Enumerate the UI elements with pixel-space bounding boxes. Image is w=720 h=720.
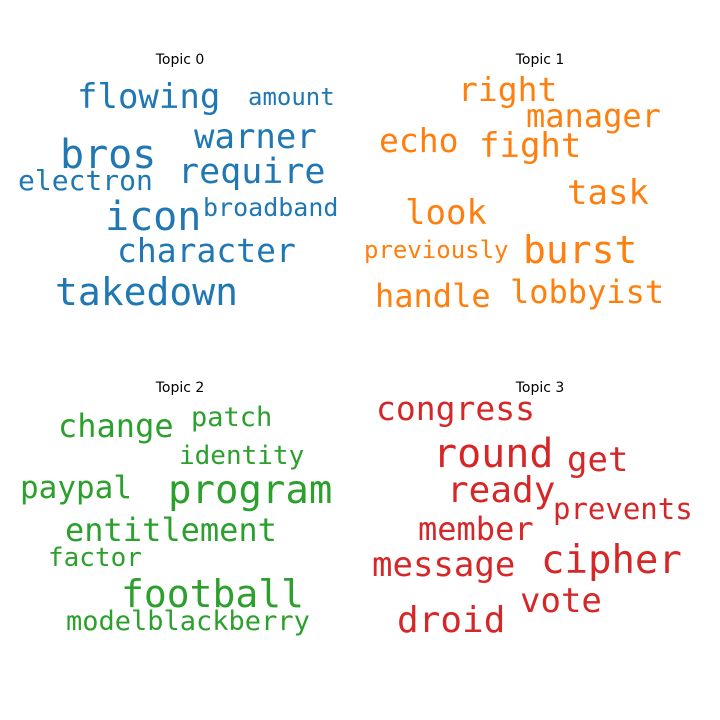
word: round	[433, 431, 554, 477]
word: entitlement	[65, 511, 277, 549]
word: require	[178, 152, 326, 192]
topic-2-panel: Topic 2 change patch identity paypal pro…	[0, 328, 360, 688]
word: get	[567, 440, 629, 480]
topic-2-title: Topic 2	[155, 380, 205, 396]
topic-1-title: Topic 1	[515, 52, 565, 68]
word: patch	[191, 402, 273, 433]
word: program	[168, 468, 333, 513]
word: member	[418, 510, 534, 548]
word: paypal	[20, 470, 132, 506]
word: cipher	[541, 538, 682, 583]
word: burst	[523, 228, 638, 272]
word: echo	[379, 121, 459, 160]
word: flowing	[77, 77, 221, 117]
word: handle	[375, 277, 491, 315]
word: icon	[105, 194, 202, 240]
word: lobbyist	[510, 273, 665, 311]
word: football	[121, 572, 305, 616]
word: right	[458, 70, 558, 109]
topic-0-title: Topic 0	[155, 52, 205, 68]
word: identity	[179, 441, 305, 471]
word: character	[117, 231, 296, 270]
word: congress	[376, 389, 535, 428]
word: warner	[194, 117, 317, 157]
topic-3-panel: Topic 3 congress round get ready prevent…	[360, 328, 720, 688]
word: modelblackberry	[66, 606, 310, 637]
word: task	[567, 173, 649, 213]
word: bros	[60, 132, 157, 178]
word: previously	[364, 236, 509, 264]
word: manager	[526, 97, 661, 135]
topic-1-panel: Topic 1 right manager echo fight task lo…	[360, 0, 720, 360]
word: factor	[48, 543, 142, 573]
word: broadband	[203, 193, 339, 222]
word: takedown	[55, 270, 239, 314]
word: look	[405, 193, 487, 233]
word: prevents	[553, 492, 693, 526]
word: change	[58, 407, 174, 445]
word: ready	[447, 470, 556, 511]
word: droid	[397, 600, 506, 641]
word: message	[372, 545, 516, 585]
topic-3-title: Topic 3	[515, 380, 565, 396]
word: fight	[479, 126, 582, 166]
topic-0-panel: Topic 0 flowing amount warner bros requi…	[0, 0, 360, 360]
word: vote	[520, 581, 602, 621]
word: amount	[248, 83, 335, 111]
word: electron	[18, 164, 153, 197]
